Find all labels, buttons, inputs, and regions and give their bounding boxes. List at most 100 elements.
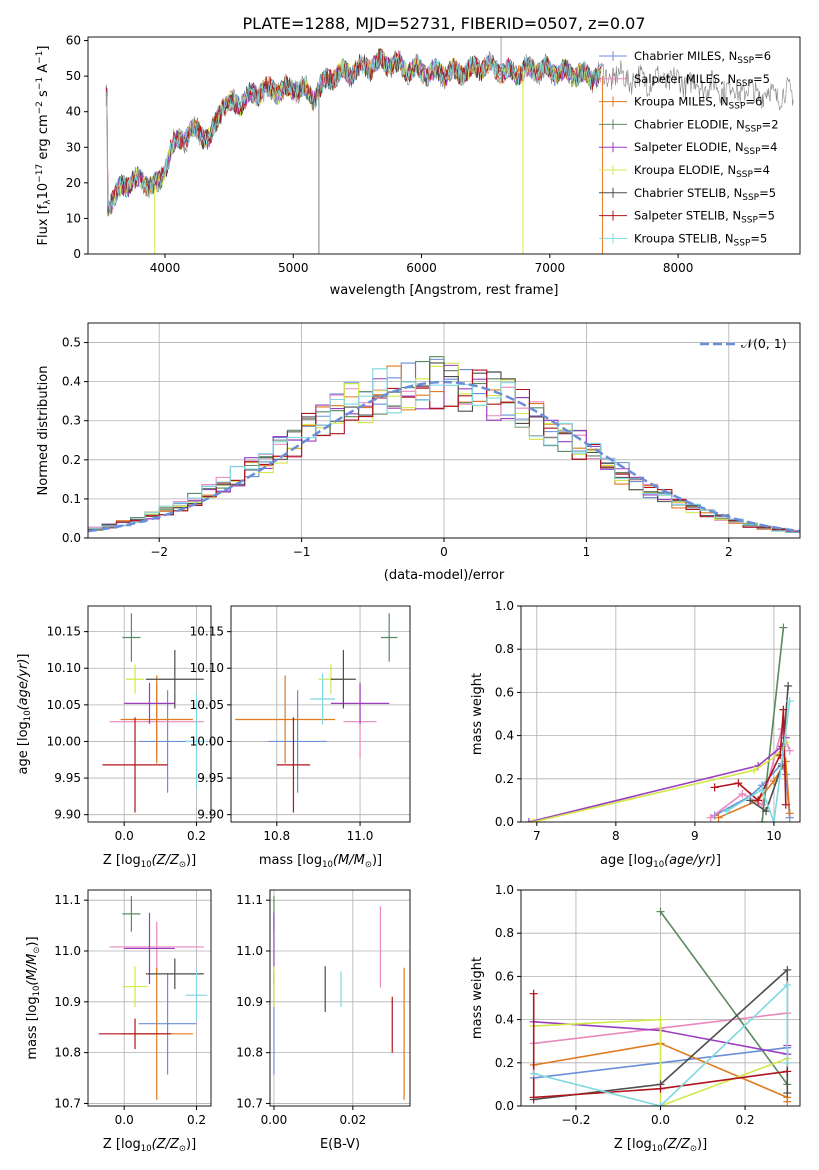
x-axis-label: E(B-V) — [320, 1137, 360, 1152]
weight-line — [726, 700, 791, 822]
grid — [231, 606, 410, 822]
weight-marker — [784, 681, 793, 690]
model-spectrum — [105, 50, 601, 214]
x-axis-label: wavelength [Angstrom, rest frame] — [330, 283, 559, 298]
y-tick-label: 10.10 — [47, 661, 81, 675]
x-axis-label: Z [log10(Z/Z⊙)] — [103, 853, 196, 870]
model-spectrum — [105, 47, 601, 217]
data-point — [102, 717, 168, 813]
legend: 𝒩(0, 1) — [700, 336, 787, 351]
weight-marker — [710, 783, 719, 792]
y-tick-label: 20 — [66, 176, 81, 190]
legend-label: Kroupa STELIB, NSSP=5 — [634, 231, 767, 248]
weight-marker — [529, 1093, 538, 1102]
plot-area — [524, 623, 794, 822]
weight-marker — [714, 813, 723, 822]
x-tick-label: 0.02 — [339, 1113, 366, 1127]
y-tick-label: 0.1 — [62, 492, 81, 506]
y-tick-label: 10.8 — [54, 1046, 81, 1060]
y-axis-label: mass weight — [470, 957, 485, 1039]
x-tick-label: 9 — [691, 829, 699, 843]
x-tick-label: 2 — [725, 545, 733, 559]
y-tick-label: 9.90 — [54, 808, 81, 822]
weight-line — [749, 685, 789, 813]
weight-marker — [785, 697, 794, 706]
y-tick-label: 10.15 — [190, 625, 224, 639]
y-tick-label: 10.8 — [236, 1046, 263, 1060]
x-tick-label: 0.00 — [261, 1113, 288, 1127]
weight-marker — [656, 1102, 665, 1106]
y-tick-label: 50 — [66, 69, 81, 83]
weight-marker — [529, 1069, 538, 1078]
y-tick-label: 10.00 — [47, 734, 81, 748]
axes-spectrum: 4000 5000 6000 7000 8000 0 10 20 30 40 50 60 wavelen… — [35, 34, 801, 298]
weight-marker — [529, 989, 538, 998]
x-tick-label: 7000 — [535, 261, 566, 275]
x-tick-label: 11.0 — [347, 829, 374, 843]
grid — [521, 605, 800, 823]
x-tick-label: 0.0 — [115, 829, 134, 843]
legend-label: 𝒩(0, 1) — [741, 336, 787, 351]
weight-marker — [758, 785, 767, 794]
axes-weight_vs_age: 7 8 9 10 0.0 0.2 0.4 0.6 0.8 1.0 age [log10(age/yr… — [470, 599, 801, 870]
legend-label: Kroupa ELODIE, NSSP=4 — [634, 163, 770, 180]
y-tick-label: 40 — [66, 105, 81, 119]
axes-frame — [269, 889, 411, 1107]
legend-label: Chabrier ELODIE, NSSP=2 — [634, 117, 779, 134]
weight-marker — [656, 1015, 665, 1024]
weight-marker — [528, 818, 537, 822]
y-tick-label: 10.00 — [190, 734, 224, 748]
axes-age_vs_mass: 10.8 11.0 9.90 9.95 10.00 10.05 10.10 10.15 mass… — [190, 605, 411, 870]
plot-area — [273, 896, 405, 1100]
x-tick-label: 7 — [533, 829, 541, 843]
data-point — [268, 690, 327, 793]
x-axis-label: (data-model)/error — [384, 568, 505, 583]
axes-age_vs_Z: 0.0 0.2 9.90 9.95 10.00 10.05 10.10 10.15 Z [log… — [16, 605, 212, 870]
x-tick-label: 10 — [766, 829, 781, 843]
y-tick-label: 0.4 — [495, 729, 514, 743]
y-tick-label: 0.0 — [62, 531, 81, 545]
axes-residuals: −2 −1 0 1 2 0.0 0.1 0.2 0.3 0.4 0.5 (data-model)/er… — [36, 322, 801, 583]
data-point — [145, 958, 204, 990]
frame: 4000 5000 6000 7000 8000 0 10 20 30 40 50 60 wavelen… — [35, 34, 801, 298]
legend-label: Chabrier STELIB, NSSP=5 — [634, 186, 776, 203]
data-point — [145, 649, 204, 709]
plot-area — [235, 613, 398, 813]
legend-label: Chabrier MILES, NSSP=6 — [634, 49, 771, 66]
axes-mass_vs_ebv: 0.00 0.02 10.7 10.8 10.9 11.0 11.1 E(B-V) — [236, 889, 411, 1152]
y-tick-label: 60 — [66, 34, 81, 48]
y-tick-label: 10.05 — [190, 698, 224, 712]
y-tick-label: 0.6 — [495, 969, 514, 983]
weight-marker — [779, 623, 788, 632]
plot-area — [105, 37, 794, 254]
axes-frame — [520, 605, 801, 823]
y-tick-label: 0.2 — [62, 453, 81, 467]
axes-mass_vs_Z: 0.0 0.2 10.7 10.8 10.9 11.0 11.1 Z [log10(Z/Z⊙)… — [25, 889, 212, 1154]
frame: 10.8 11.0 9.90 9.95 10.00 10.05 10.10 10.15 mass… — [190, 605, 411, 870]
plot-area — [529, 907, 792, 1106]
weight-marker — [656, 907, 665, 916]
weight-line — [659, 911, 788, 1085]
x-tick-label: 0.0 — [651, 1113, 670, 1127]
y-tick-label: 10.10 — [190, 661, 224, 675]
plot-area — [102, 613, 208, 813]
axes-frame — [230, 605, 411, 823]
y-tick-label: 30 — [66, 140, 81, 154]
x-tick-label: 10.8 — [263, 829, 290, 843]
y-tick-label: 9.95 — [197, 771, 224, 785]
data-point — [310, 673, 336, 725]
y-tick-label: 10.9 — [236, 995, 263, 1009]
data-point — [109, 921, 204, 973]
y-tick-label: 0.0 — [495, 815, 514, 829]
y-tick-label: 0.3 — [62, 414, 81, 428]
frame: 0.0 0.2 10.7 10.8 10.9 11.0 11.1 Z [log10(Z/Z⊙)… — [25, 889, 212, 1154]
weight-marker — [779, 705, 788, 714]
x-tick-label: −1 — [293, 545, 311, 559]
figure-title: PLATE=1288, MJD=52731, FIBERID=0507, z=0… — [242, 14, 645, 33]
x-tick-label: 0.2 — [187, 1113, 206, 1127]
data-point — [124, 912, 175, 985]
x-tick-label: 0.2 — [735, 1113, 754, 1127]
weight-marker — [706, 813, 715, 822]
y-tick-label: 10.05 — [47, 698, 81, 712]
weight-line — [714, 709, 787, 805]
